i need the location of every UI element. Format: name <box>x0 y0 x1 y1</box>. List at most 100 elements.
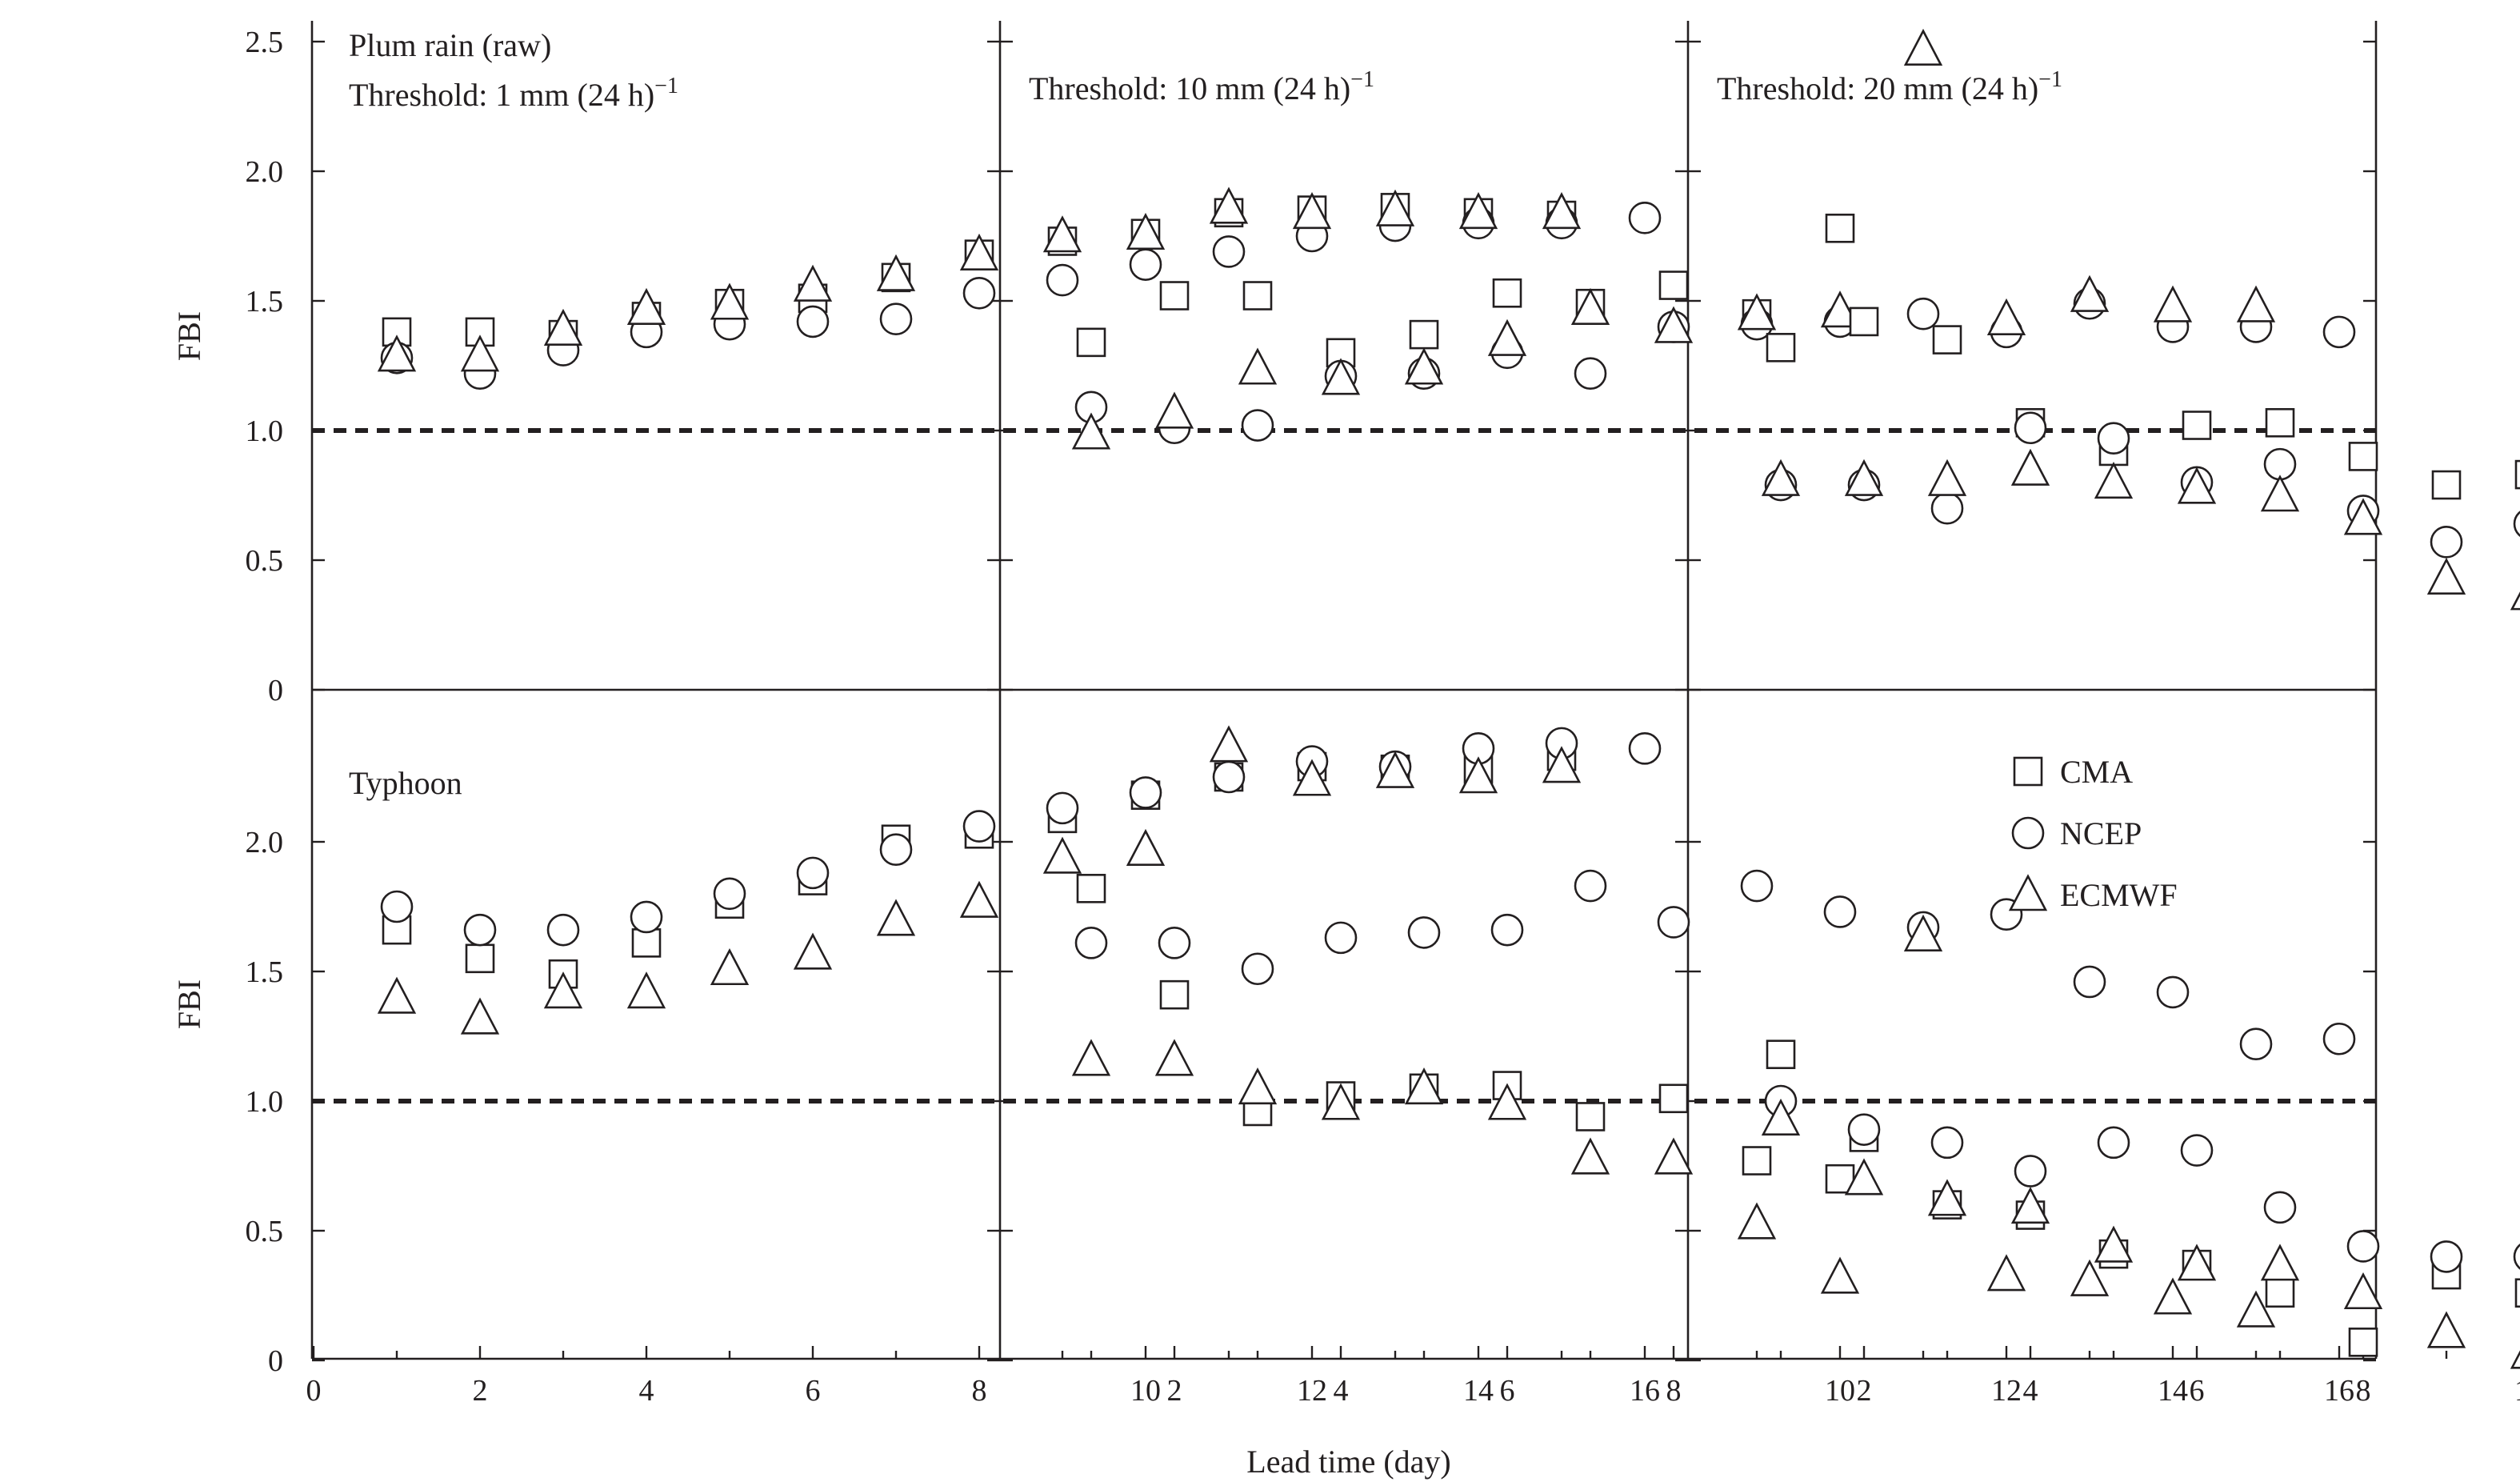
cma-point <box>1658 1083 1689 1114</box>
cma-point <box>2265 1278 2295 1308</box>
cma-point <box>2182 411 2212 440</box>
ncep-point <box>1930 1126 1964 1160</box>
ecmwf-point <box>1820 1256 1860 1294</box>
x-tick-label: 2 <box>473 1374 488 1408</box>
ecmwf-point <box>1820 290 1860 328</box>
ecmwf-point <box>793 264 833 302</box>
x-tick-label: 10 <box>2514 1374 2520 1408</box>
ncep-point <box>713 877 746 911</box>
ecmwf-point <box>1209 186 1249 224</box>
ecmwf-point <box>2260 1244 2300 1281</box>
ecmwf-point <box>1458 756 1498 794</box>
ecmwf-point <box>2094 1225 2134 1263</box>
ncep-point <box>1129 248 1162 281</box>
cma-point <box>1575 1102 1606 1132</box>
y-tick-label: 2.0 <box>246 826 284 859</box>
data-marks <box>377 28 2520 1369</box>
ncep-point <box>1490 913 1524 947</box>
ncep-point <box>1241 409 1274 442</box>
cma-point <box>2514 1278 2520 1308</box>
ncep-point <box>1906 297 1940 330</box>
ecmwf-point <box>1737 1202 1777 1240</box>
ncep-point <box>2346 1230 2380 1263</box>
x-tick-label: 2 <box>1167 1374 1182 1408</box>
ecmwf-point <box>1071 1039 1111 1076</box>
ncep-point <box>1740 869 1774 903</box>
x-tick-label: 12 <box>1297 1374 1327 1408</box>
ecmwf-point <box>710 947 750 986</box>
cma-point <box>1492 278 1522 308</box>
ecmwf-point <box>2236 1290 2276 1328</box>
panel-label: Threshold: 10 mm (24 h)−1 <box>1029 67 1374 106</box>
y-tick-label: 0 <box>268 674 283 707</box>
ecmwf-point <box>1737 293 1777 330</box>
cma-point <box>1932 325 1962 354</box>
cma-point <box>1825 213 1855 243</box>
ecmwf-point <box>1844 1158 1884 1196</box>
ecmwf-point <box>2094 461 2134 499</box>
ncep-point <box>796 856 830 890</box>
ecmwf-point <box>1487 1083 1527 1120</box>
ecmwf-point <box>1458 192 1498 230</box>
cma-point <box>2348 1328 2378 1357</box>
cma-point <box>2265 407 2295 438</box>
ecmwf-point <box>1487 318 1527 356</box>
x-tick-label: 8 <box>2356 1374 2371 1408</box>
ncep-point <box>546 913 580 947</box>
x-tick-label: 8 <box>972 1374 987 1408</box>
ncep-point <box>2513 1244 2520 1270</box>
ecmwf-point <box>2153 1277 2193 1315</box>
ecmwf-point <box>1126 828 1166 867</box>
x-tick-label: 6 <box>1500 1374 1515 1408</box>
ncep-point <box>1574 869 1607 903</box>
ncep-point <box>630 900 663 934</box>
ncep-point <box>1324 921 1358 955</box>
legend-label-ncep: NCEP <box>2060 815 2142 851</box>
ncep-point <box>1823 895 1857 928</box>
ncep-point <box>1158 927 1191 959</box>
x-tick-label: 10 <box>1825 1374 1855 1408</box>
ecmwf-point <box>1375 189 1415 226</box>
ecmwf-point <box>626 287 666 326</box>
y-tick-label: 2.0 <box>246 155 284 189</box>
ncep-point <box>1657 906 1690 939</box>
ecmwf-point <box>2010 448 2050 486</box>
x-tick-label: 0 <box>306 1374 322 1408</box>
ncep-point <box>1046 263 1079 297</box>
ecmwf-point <box>1927 459 1967 496</box>
ecmwf-point <box>876 254 916 291</box>
ecmwf-point <box>876 899 916 936</box>
ecmwf-point <box>2343 1272 2383 1310</box>
ecmwf-point <box>1209 725 1249 763</box>
ncep-point <box>2322 1022 2356 1055</box>
ecmwf-point <box>1542 192 1582 230</box>
ecmwf-point <box>959 880 999 918</box>
cma-point <box>1766 1039 1796 1069</box>
cma-point <box>1159 979 1190 1010</box>
ncep-point <box>879 833 913 867</box>
ecmwf-point <box>1292 192 1332 230</box>
x-tick-label: 14 <box>1463 1374 1494 1408</box>
y-axis-title-top: FBI <box>171 311 207 361</box>
ncep-point <box>2014 411 2047 445</box>
ecmwf-point <box>1927 1179 1967 1216</box>
panel-label-superscript: −1 <box>2038 67 2062 92</box>
ecmwf-point <box>2070 1259 2110 1296</box>
cma-point <box>2431 470 2462 500</box>
ecmwf-point <box>543 971 583 1009</box>
ecmwf-point <box>377 976 417 1014</box>
ecmwf-point <box>2510 591 2520 611</box>
ecmwf-point <box>1321 1083 1361 1120</box>
ncep-point <box>380 890 414 923</box>
ecmwf-point <box>1542 746 1582 783</box>
panel-label: Plum rain (raw) <box>349 27 551 63</box>
ecmwf-point <box>2343 498 2383 535</box>
cma-point <box>1409 319 1439 350</box>
panel-label-superscript: −1 <box>1350 67 1374 92</box>
legend-marker-ncep <box>2011 816 2045 850</box>
ncep-point <box>1212 760 1246 794</box>
ncep-point <box>1930 491 1964 525</box>
x-tick-label: 4 <box>1334 1374 1349 1408</box>
ecmwf-point <box>2177 467 2217 504</box>
ncep-point <box>1212 235 1246 268</box>
